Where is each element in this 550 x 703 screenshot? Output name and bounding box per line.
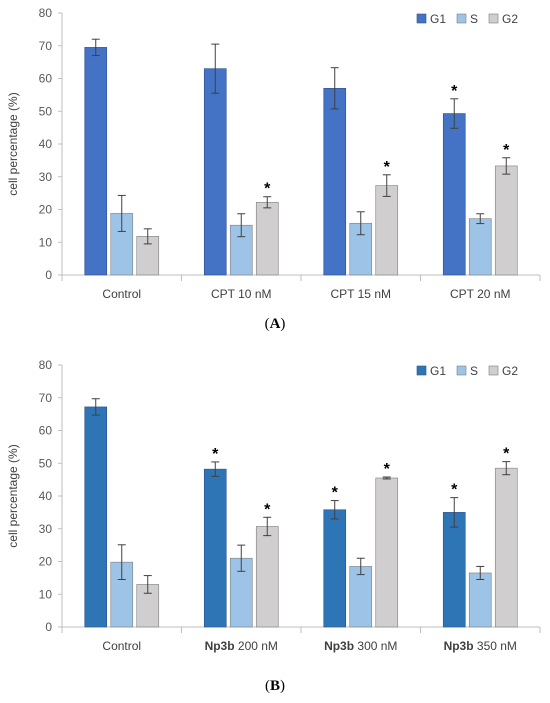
- significance-asterisk: *: [384, 159, 391, 176]
- legend-label-g1: G1: [430, 364, 446, 378]
- y-tick-label: 30: [39, 522, 53, 536]
- y-tick-label: 50: [39, 456, 53, 470]
- x-category-label-text: CPT 15 nM: [331, 287, 391, 301]
- x-category-label-text: 200 nM: [235, 639, 278, 653]
- significance-asterisk: *: [264, 501, 271, 518]
- bar-g1-1: [203, 68, 227, 276]
- bar-g2-1: [255, 201, 279, 276]
- x-category-label-text: CPT 10 nM: [211, 287, 271, 301]
- bar-g2-3: [494, 165, 518, 276]
- x-category-label-text: 300 nM: [354, 639, 397, 653]
- legend-swatch-s: [456, 365, 467, 376]
- bar-chart-svg: cell percentage (%) 0 10 20 30 40 50 60 70 80 Cont…: [6, 358, 541, 653]
- y-tick-label: 20: [39, 555, 53, 569]
- bar-s-3: [468, 572, 492, 628]
- bar-g1-3: [442, 512, 466, 628]
- legend-label-g1: G1: [430, 12, 446, 26]
- y-axis-label: cell percentage (%): [6, 92, 20, 195]
- x-category-label: CPT 10 nM: [211, 287, 271, 301]
- bar-g1-2: [323, 509, 347, 628]
- chart-a: cell percentage (%) 0 10 20 30 40 50 60 70 80 Cont…: [0, 0, 550, 320]
- significance-asterisk: *: [332, 485, 339, 502]
- x-category-label-compound: Np3b: [324, 639, 354, 653]
- y-tick-label: 30: [39, 170, 53, 184]
- y-tick-label: 0: [45, 268, 52, 282]
- x-category-label: Np3b 350 nM: [444, 639, 517, 653]
- x-category-label: Np3b 300 nM: [324, 639, 397, 653]
- legend-label-s: S: [470, 364, 478, 378]
- x-category-label-compound: Np3b: [444, 639, 474, 653]
- y-tick-label: 20: [39, 203, 53, 217]
- panel-label-a: (A): [264, 316, 286, 332]
- y-axis-label: cell percentage (%): [6, 444, 20, 547]
- chart-b: cell percentage (%) 0 10 20 30 40 50 60 70 80 Cont…: [0, 352, 550, 672]
- bar-s-3: [468, 218, 492, 276]
- x-category-label: Np3b 200 nM: [205, 639, 278, 653]
- bar-chart-svg: cell percentage (%) 0 10 20 30 40 50 60 70 80 Cont…: [6, 6, 541, 301]
- x-category-label: Control: [102, 639, 141, 653]
- legend-label-g2: G2: [502, 364, 518, 378]
- x-category-label-compound: Np3b: [205, 639, 235, 653]
- x-category-label-text: 350 nM: [474, 639, 517, 653]
- x-category-label: CPT 15 nM: [331, 287, 391, 301]
- y-tick-label: 40: [39, 137, 53, 151]
- significance-asterisk: *: [451, 83, 458, 100]
- legend-label-s: S: [470, 12, 478, 26]
- y-tick-label: 50: [39, 104, 53, 118]
- y-tick-label: 40: [39, 489, 53, 503]
- legend-swatch-s: [456, 13, 467, 24]
- y-tick-label: 70: [39, 391, 53, 405]
- legend-swatch-g1: [416, 13, 427, 24]
- bar-g1-0: [84, 406, 108, 628]
- y-tick-label: 80: [39, 358, 53, 372]
- bar-g2-1: [255, 526, 279, 628]
- legend-swatch-g2: [488, 365, 499, 376]
- y-tick-label: 60: [39, 72, 53, 86]
- x-category-label: Control: [102, 287, 141, 301]
- x-category-label-text: Control: [102, 639, 141, 653]
- y-tick-label: 10: [39, 235, 53, 249]
- bar-g1-0: [84, 47, 108, 276]
- bar-g1-1: [203, 468, 227, 628]
- x-category-label: CPT 20 nM: [450, 287, 510, 301]
- significance-asterisk: *: [384, 461, 391, 478]
- x-category-label-text: Control: [102, 287, 141, 301]
- y-tick-label: 10: [39, 587, 53, 601]
- bar-g2-2: [375, 185, 399, 276]
- y-tick-label: 0: [45, 620, 52, 634]
- bar-g1-2: [323, 88, 347, 276]
- legend-label-g2: G2: [502, 12, 518, 26]
- legend-swatch-g1: [416, 365, 427, 376]
- significance-asterisk: *: [451, 482, 458, 499]
- y-tick-label: 60: [39, 424, 53, 438]
- significance-asterisk: *: [264, 181, 271, 198]
- significance-asterisk: *: [212, 446, 219, 463]
- x-category-label-text: CPT 20 nM: [450, 287, 510, 301]
- legend-swatch-g2: [488, 13, 499, 24]
- significance-asterisk: *: [503, 142, 510, 159]
- bar-g2-2: [375, 477, 399, 628]
- bar-g2-3: [494, 467, 518, 628]
- bar-s-2: [349, 566, 373, 628]
- y-tick-label: 80: [39, 6, 53, 20]
- panel-label-b: (B): [264, 678, 285, 694]
- y-tick-label: 70: [39, 39, 53, 53]
- significance-asterisk: *: [503, 446, 510, 463]
- bar-g1-3: [442, 113, 466, 276]
